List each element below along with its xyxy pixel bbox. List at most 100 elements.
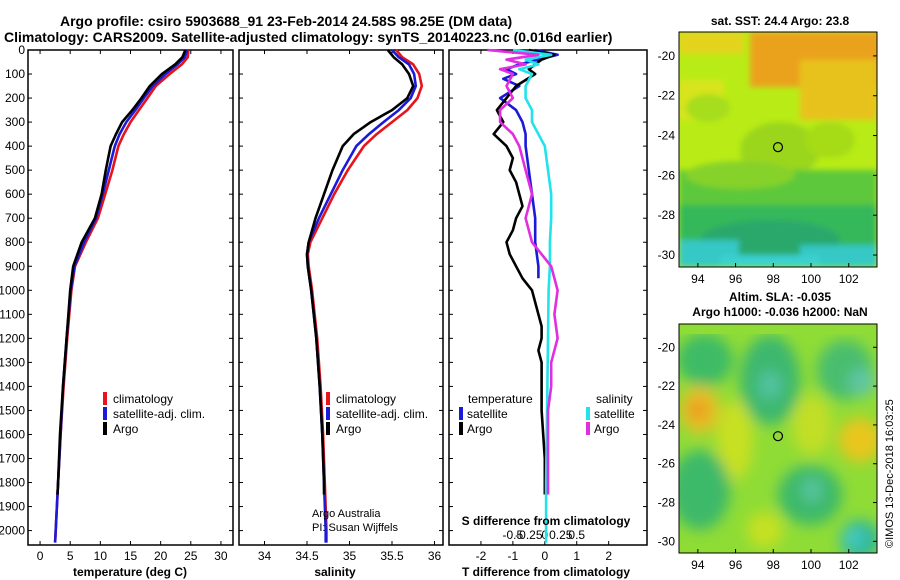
y-tick-label: 0 bbox=[18, 43, 25, 57]
sst-map-axes: 94 96 98 100 102 -20 -22 -24 -26 -28 -30 bbox=[658, 49, 877, 286]
y-tick-label: 1200 bbox=[0, 331, 25, 345]
argo-position-marker bbox=[772, 431, 784, 442]
difference-xlabel: T difference from climatology bbox=[462, 565, 630, 579]
map-y-tick-label: -24 bbox=[658, 418, 676, 432]
legend-s-satellite-label: satellite bbox=[594, 407, 635, 421]
y-tick-label: 700 bbox=[5, 211, 25, 225]
y-tick-label: 1600 bbox=[0, 427, 25, 441]
sla-heatmap bbox=[679, 324, 877, 553]
map-x-tick-label: 102 bbox=[839, 558, 859, 572]
legend-satellite-swatch bbox=[103, 407, 107, 420]
y-tick-label: 1400 bbox=[0, 379, 25, 393]
map-x-tick-label: 102 bbox=[839, 272, 859, 286]
map-y-tick-label: -20 bbox=[658, 49, 676, 63]
annotation-argo-australia: Argo Australia bbox=[312, 508, 381, 520]
map-y-tick-label: -24 bbox=[658, 129, 676, 143]
sst-map-frame bbox=[678, 31, 878, 268]
y-tick-label: 1300 bbox=[0, 355, 25, 369]
y-tick-label: 300 bbox=[5, 115, 25, 129]
x-tick-label: 20 bbox=[154, 549, 168, 563]
legend-t-argo-label: Argo bbox=[467, 422, 493, 436]
x-tick-label: 35 bbox=[343, 549, 357, 563]
legend-argo-swatch bbox=[326, 422, 330, 435]
argo-position-marker bbox=[772, 142, 784, 153]
legend-s-satellite-swatch bbox=[586, 407, 590, 420]
legend-argo-label: Argo bbox=[113, 422, 139, 436]
map-y-tick-label: -22 bbox=[658, 89, 676, 103]
map-y-tick-label: -22 bbox=[658, 379, 676, 393]
map-y-tick-label: -26 bbox=[658, 168, 676, 182]
x-tick-label: 15 bbox=[124, 549, 138, 563]
map-x-tick-label: 96 bbox=[729, 272, 743, 286]
figure-title-line2: Climatology: CARS2009. Satellite-adjuste… bbox=[4, 29, 612, 45]
legend-t-satellite-label: satellite bbox=[467, 407, 508, 421]
sla-map-title: Altim. SLA: -0.035 bbox=[729, 290, 831, 304]
x-tick-label: 30 bbox=[214, 549, 228, 563]
legend-satellite-label: satellite-adj. clim. bbox=[336, 407, 428, 421]
y-tick-label: 200 bbox=[5, 91, 25, 105]
y-tick-label: 1000 bbox=[0, 283, 25, 297]
y-tick-label: 800 bbox=[5, 235, 25, 249]
x-tick-label: 1 bbox=[573, 549, 580, 563]
map-x-tick-label: 94 bbox=[691, 272, 705, 286]
y-tick-label: 1700 bbox=[0, 451, 25, 465]
sla-map-subtitle: Argo h1000: -0.036 h2000: NaN bbox=[692, 305, 867, 319]
legend-satellite-label: satellite-adj. clim. bbox=[113, 407, 205, 421]
sla-map-frame bbox=[678, 323, 878, 554]
map-y-tick-label: -30 bbox=[658, 534, 676, 548]
temperature-plot-frame bbox=[27, 49, 234, 546]
legend-t-satellite-swatch bbox=[459, 407, 463, 420]
y-tick-label: 500 bbox=[5, 163, 25, 177]
legend-climatology-swatch bbox=[326, 392, 330, 405]
x-tick-label: 35.5 bbox=[380, 549, 404, 563]
legend-temperature-title: temperature bbox=[468, 392, 533, 406]
map-x-tick-label: 100 bbox=[801, 272, 821, 286]
y-tick-label: 900 bbox=[5, 259, 25, 273]
x-tick-label: 34.5 bbox=[295, 549, 319, 563]
map-x-tick-label: 100 bbox=[801, 558, 821, 572]
y-tick-label: 1900 bbox=[0, 500, 25, 514]
series-line-salinity-argo bbox=[487, 48, 559, 495]
sla-map-axes: 94 96 98 100 102 -20 -22 -24 -26 -28 -30 bbox=[658, 340, 877, 572]
x-tick-label: -1 bbox=[508, 549, 519, 563]
series-line-argo bbox=[56, 49, 187, 495]
legend-argo-label: Argo bbox=[336, 422, 362, 436]
salinity-legend: climatology satellite-adj. clim. Argo bbox=[326, 392, 428, 436]
x-tick-label: 25 bbox=[184, 549, 198, 563]
x-tick-label: 10 bbox=[94, 549, 108, 563]
x-tick-label: 5 bbox=[67, 549, 74, 563]
legend-s-argo-swatch bbox=[586, 422, 590, 435]
legend-climatology-label: climatology bbox=[113, 392, 173, 406]
temperature-legend: climatology satellite-adj. clim. Argo bbox=[103, 392, 205, 436]
legend-salinity-title: salinity bbox=[596, 392, 633, 406]
sst-map-title: sat. SST: 24.4 Argo: 23.8 bbox=[711, 14, 850, 28]
map-x-tick-label: 96 bbox=[729, 558, 743, 572]
map-x-tick-label: 94 bbox=[691, 558, 705, 572]
salinity-xlabel: salinity bbox=[314, 565, 356, 579]
x-tick-label: 2 bbox=[605, 549, 612, 563]
credit-text: ©IMOS 13-Dec-2018 16:03:25 bbox=[884, 399, 896, 548]
x2-tick-label: -0.25 bbox=[515, 528, 543, 542]
map-y-tick-label: -30 bbox=[658, 248, 676, 262]
annotation-pi: PI: Susan Wijffels bbox=[312, 522, 398, 534]
legend-satellite-swatch bbox=[326, 407, 330, 420]
legend-climatology-swatch bbox=[103, 392, 107, 405]
map-x-tick-label: 98 bbox=[767, 558, 781, 572]
x-tick-label: 0 bbox=[541, 549, 548, 563]
difference-plot: -2 -1 0 1 2-0.5-0.250 0.250.5 bbox=[449, 48, 647, 563]
x-tick-label: -2 bbox=[476, 549, 487, 563]
y-tick-label: 1500 bbox=[0, 403, 25, 417]
temperature-xlabel: temperature (deg C) bbox=[73, 565, 187, 579]
map-x-tick-label: 98 bbox=[767, 272, 781, 286]
series-line-argo bbox=[305, 49, 415, 495]
legend-t-argo-swatch bbox=[459, 422, 463, 435]
salinity-plot-frame bbox=[238, 49, 444, 546]
x2-tick-label: 0.25 bbox=[549, 528, 573, 542]
temperature-plot: 0100200300400500600700800900100011001200… bbox=[0, 43, 233, 563]
legend-argo-swatch bbox=[103, 422, 107, 435]
x2-tick-label: 0.5 bbox=[568, 528, 585, 542]
series-line-salinity-satellite bbox=[512, 48, 553, 543]
x-tick-label: 0 bbox=[37, 549, 44, 563]
y-tick-label: 100 bbox=[5, 67, 25, 81]
